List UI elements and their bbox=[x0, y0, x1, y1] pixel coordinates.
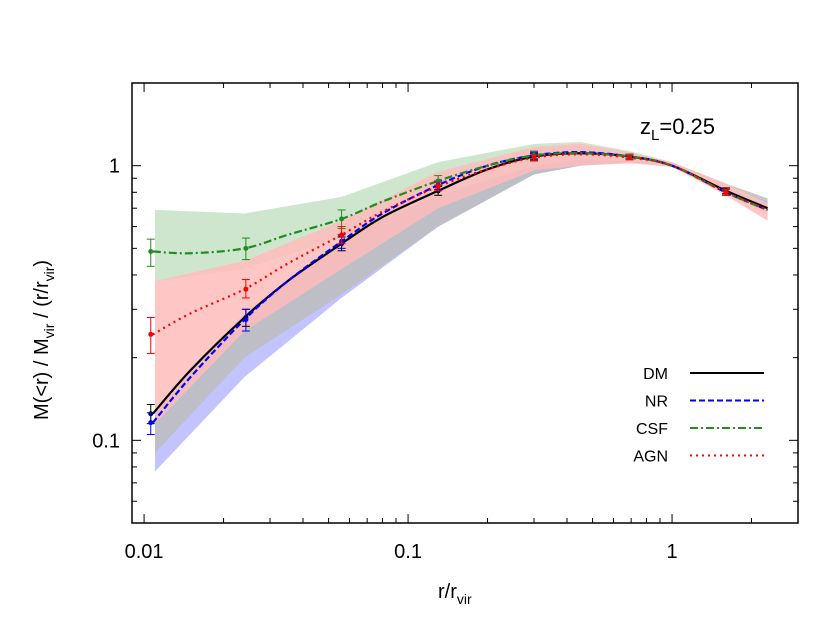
x-axis-label: r/rvir bbox=[438, 581, 472, 607]
y-axis-label: M(<r) / Mvir / (r/rvir) bbox=[31, 260, 57, 420]
line-csf bbox=[152, 152, 768, 255]
line-agn bbox=[152, 153, 768, 336]
legend-label-nr: NR bbox=[645, 394, 668, 411]
axis-ticks: 0.01 0.1 1 0.1 1 bbox=[92, 82, 799, 563]
point-csf bbox=[339, 216, 345, 222]
y-tick-label: 0.1 bbox=[92, 430, 120, 452]
point-nr bbox=[148, 420, 154, 426]
point-agn bbox=[627, 155, 633, 161]
x-tick-label: 0.1 bbox=[394, 541, 422, 563]
point-agn bbox=[148, 331, 154, 337]
y-axis-label-part: ) bbox=[31, 260, 53, 267]
x-tick-label: 0.01 bbox=[125, 541, 164, 563]
y-axis-label-part: M(<r) / M bbox=[31, 338, 53, 420]
y-axis-label-part: / (r/r bbox=[31, 281, 53, 324]
point-csf bbox=[148, 248, 154, 254]
annotation-redshift: zL=0.25 bbox=[640, 114, 715, 144]
legend-label-dm: DM bbox=[643, 366, 668, 383]
point-agn bbox=[339, 232, 345, 238]
legend-label-agn: AGN bbox=[633, 449, 668, 466]
y-axis-label-part: vir bbox=[41, 323, 57, 338]
legend-label-csf: CSF bbox=[636, 421, 668, 438]
point-agn bbox=[531, 155, 537, 161]
x-tick-label: 1 bbox=[666, 541, 677, 563]
point-agn bbox=[723, 189, 729, 195]
point-agn bbox=[243, 286, 249, 292]
y-axis-label-part: vir bbox=[41, 266, 57, 281]
band-agn bbox=[155, 143, 768, 424]
point-agn bbox=[435, 183, 441, 189]
point-csf bbox=[243, 245, 249, 251]
y-tick-label: 1 bbox=[109, 156, 120, 178]
point-nr bbox=[243, 317, 249, 323]
series-markers bbox=[146, 150, 730, 436]
bands bbox=[155, 141, 768, 472]
legend: DM NR CSF AGN bbox=[633, 366, 764, 466]
plot-frame bbox=[131, 82, 799, 524]
